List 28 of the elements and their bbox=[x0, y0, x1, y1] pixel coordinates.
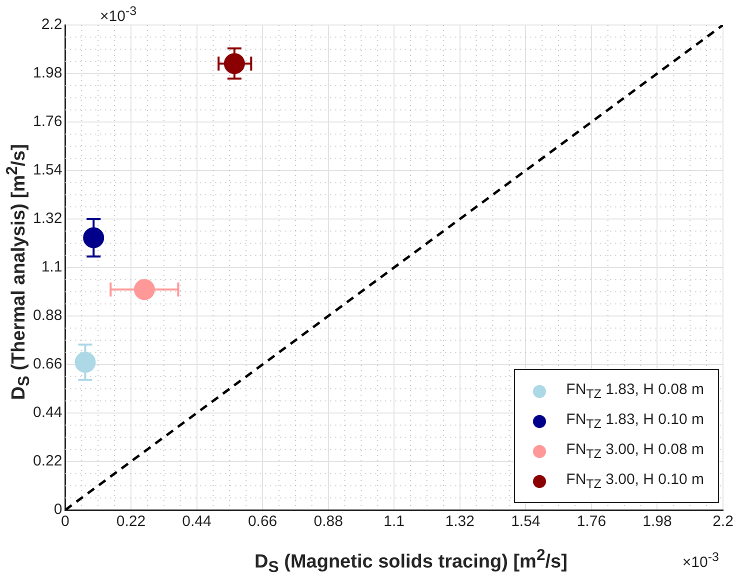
x-tick-label: 2.2 bbox=[712, 513, 734, 530]
y-tick-label: 1.98 bbox=[32, 64, 62, 82]
y-tick-label: 0.88 bbox=[32, 307, 62, 324]
y-tick-label: 0 bbox=[54, 501, 62, 518]
y-tick-label: 0.66 bbox=[32, 356, 62, 373]
legend-label: FN$_{TZ}$ 1.83, H 0.10 m bbox=[566, 411, 704, 431]
annotation: ×10$^{-3}$ bbox=[100, 4, 137, 25]
y-tick-label: 0.44 bbox=[32, 404, 62, 422]
x-tick-label: 0.44 bbox=[182, 513, 212, 530]
x-tick-label: 1.54 bbox=[511, 513, 540, 530]
legend-label: FN$_{TZ}$ 3.00, H 0.08 m bbox=[566, 441, 704, 461]
x-tick-label: 1.76 bbox=[576, 513, 606, 530]
x-tick-label: 1.32 bbox=[445, 513, 474, 530]
x-tick-label: 1.98 bbox=[642, 513, 672, 530]
y-tick-label: 1.54 bbox=[32, 162, 62, 179]
y-tick-label: 1.1 bbox=[41, 258, 62, 276]
x-tick-label: 0.22 bbox=[116, 513, 146, 530]
legend-label: FN$_{TZ}$ 1.83, H 0.08 m bbox=[566, 381, 704, 401]
text: ×10$^{-3}$ bbox=[682, 550, 719, 571]
x-tick-label: 1.1 bbox=[384, 513, 405, 530]
y-tick-label: 2.2 bbox=[41, 16, 62, 34]
legend-label: FN$_{TZ}$ 3.00, H 0.10 m bbox=[566, 471, 704, 491]
y-tick-label: 1.32 bbox=[32, 210, 62, 228]
x-tick-label: 0.88 bbox=[314, 513, 343, 530]
x-axis-title: D$_{S}$ (Magnetic solids tracing) [m$^{2}$/s] bbox=[254, 546, 568, 576]
y-tick-label: 1.76 bbox=[32, 113, 62, 130]
y-tick-label: 0.22 bbox=[32, 452, 62, 470]
x-tick-label: 0.66 bbox=[248, 513, 278, 530]
